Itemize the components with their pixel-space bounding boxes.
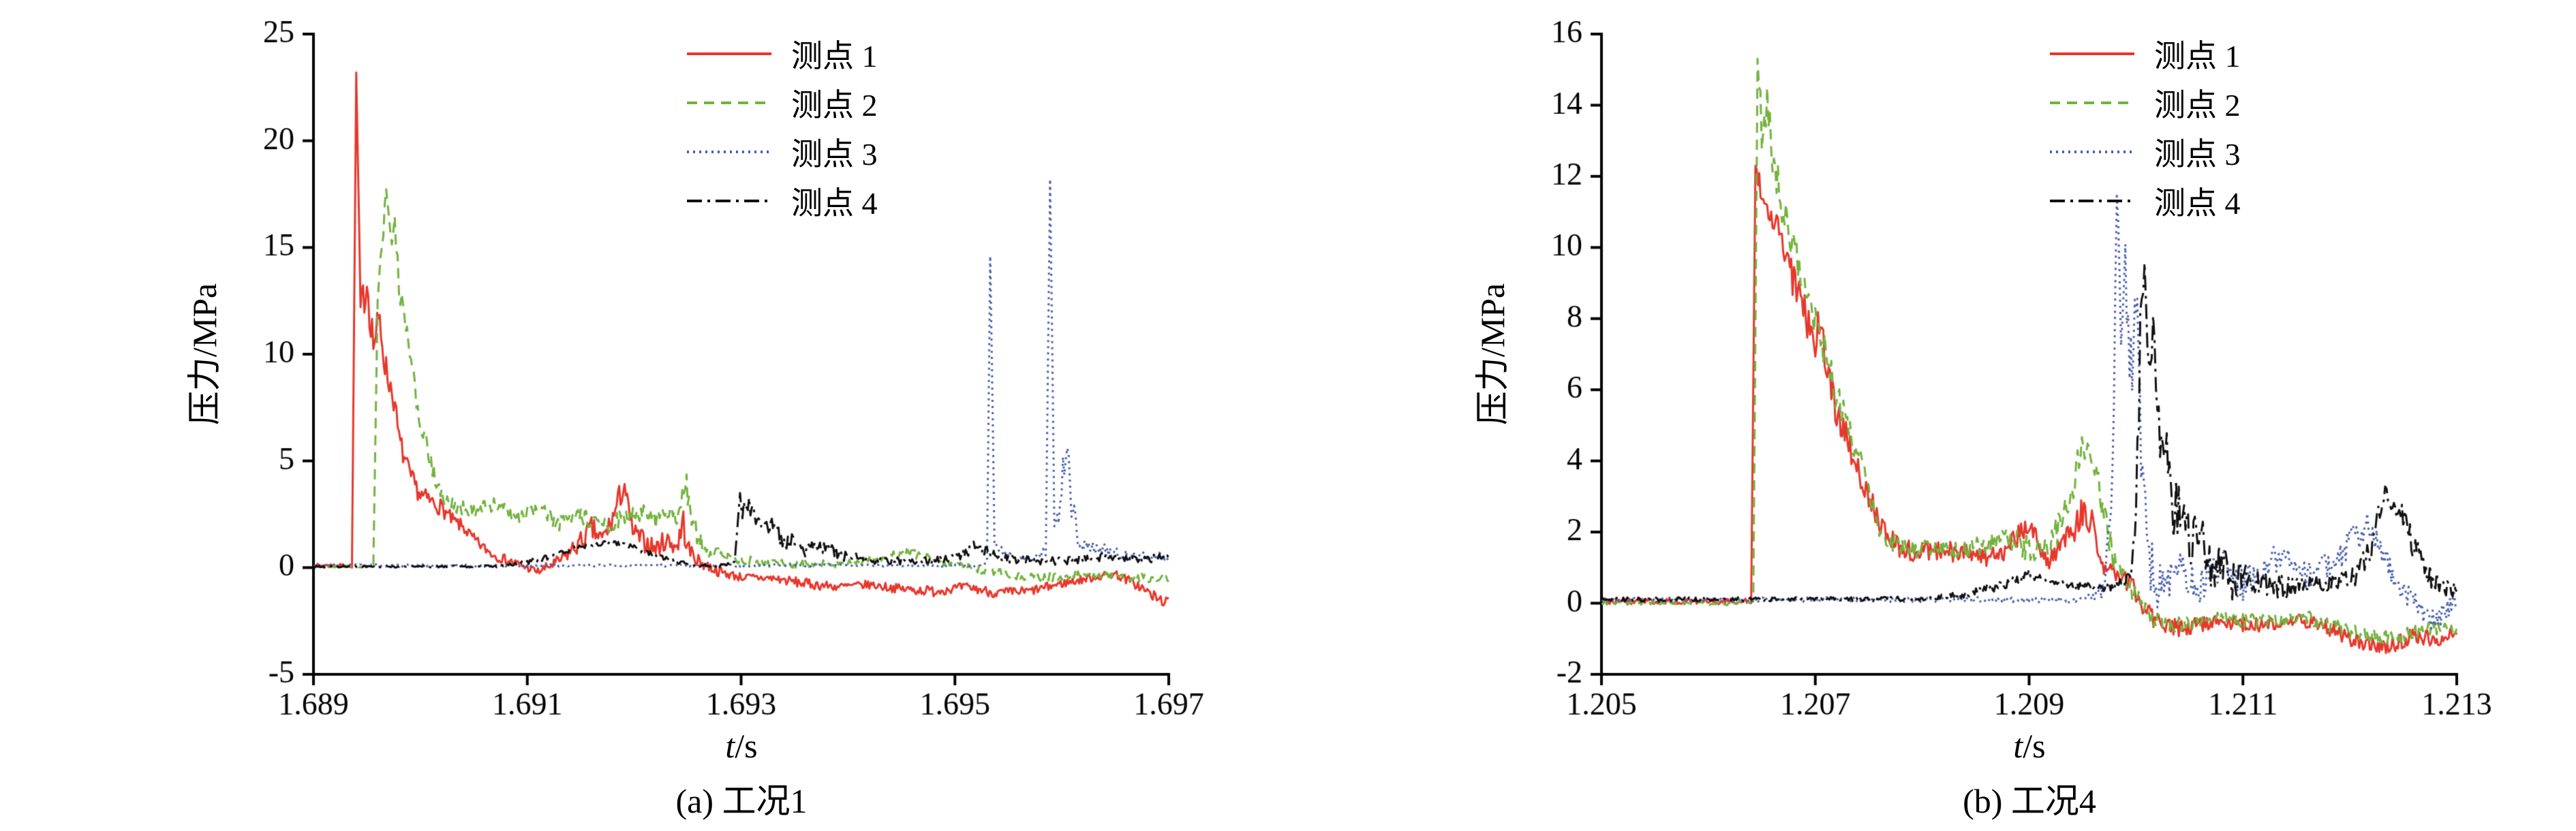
y-axis-label-b: 压力/MPa <box>1473 283 1512 426</box>
x-axis-unit-a: /s <box>735 727 758 765</box>
chart-a-canvas <box>0 7 1288 722</box>
legend-item-series2: 测点 2 <box>685 83 878 123</box>
x-axis-variable-b: t <box>2013 727 2023 765</box>
x-axis-label-b: t/s <box>2013 726 2045 766</box>
legend-label-series2: 测点 2 <box>791 88 878 123</box>
chart-b-canvas <box>1288 7 2576 722</box>
legend-line-series4-icon <box>687 200 771 202</box>
legend-line-series2-icon <box>2050 101 2134 104</box>
x-axis-variable-a: t <box>725 727 735 765</box>
legend-line-series2-icon <box>687 101 771 104</box>
legend-a: 测点 1 测点 2 测点 3 测点 4 <box>685 34 878 221</box>
x-axis-label-a: t/s <box>725 726 757 766</box>
legend-item-series2: 测点 2 <box>2048 83 2241 123</box>
legend-line-series1-icon <box>687 52 771 55</box>
legend-label-series3: 测点 3 <box>791 137 878 172</box>
legend-item-series4: 测点 4 <box>685 181 878 221</box>
caption-a: (a) 工况1 <box>675 782 808 820</box>
legend-label-series4: 测点 4 <box>2154 186 2241 221</box>
chart-panel-b: 压力/MPa t/s (b) 工况4 测点 1 测点 2 测点 3 测点 4 <box>1288 7 2576 824</box>
legend-label-series2: 测点 2 <box>2154 88 2241 123</box>
legend-item-series4: 测点 4 <box>2048 181 2241 221</box>
legend-item-series3: 测点 3 <box>685 132 878 172</box>
legend-label-series1: 测点 1 <box>2154 39 2241 74</box>
legend-line-series1-icon <box>2050 52 2134 55</box>
x-axis-unit-b: /s <box>2023 727 2046 765</box>
legend-b: 测点 1 测点 2 测点 3 测点 4 <box>2048 34 2241 221</box>
chart-panel-a: 压力/MPa t/s (a) 工况1 测点 1 测点 2 测点 3 测点 4 <box>0 7 1288 824</box>
legend-item-series3: 测点 3 <box>2048 132 2241 172</box>
legend-label-series1: 测点 1 <box>791 39 878 74</box>
legend-line-series4-icon <box>2050 200 2134 202</box>
y-axis-label-a: 压力/MPa <box>185 283 224 426</box>
caption-b: (b) 工况4 <box>1963 782 2096 820</box>
legend-line-series3-icon <box>2050 151 2134 153</box>
legend-line-series3-icon <box>687 151 771 153</box>
legend-label-series4: 测点 4 <box>791 186 878 221</box>
legend-item-series1: 测点 1 <box>685 34 878 74</box>
legend-item-series1: 测点 1 <box>2048 34 2241 74</box>
legend-label-series3: 测点 3 <box>2154 137 2241 172</box>
